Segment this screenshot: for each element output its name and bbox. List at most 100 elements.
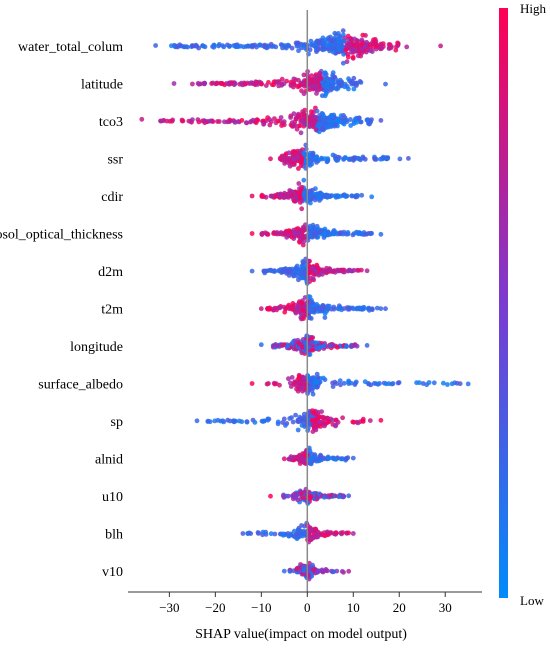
data-point [297,190,303,196]
data-point [317,191,323,196]
data-point [277,156,283,162]
data-point [175,44,181,50]
data-point [301,177,307,183]
data-point [342,269,347,275]
data-point [302,122,308,127]
data-point [364,39,369,45]
data-point [306,445,312,451]
data-point [268,531,274,537]
data-point [362,379,368,385]
data-point [295,427,301,433]
data-point [283,45,289,51]
data-point [322,311,328,316]
data-point [358,231,364,237]
data-point [354,343,360,349]
data-point [310,276,316,281]
data-point [465,381,471,387]
data-point [286,533,292,539]
data-point [295,527,301,533]
data-point [244,419,250,425]
data-point [216,119,222,124]
data-point [307,188,313,194]
data-point [367,418,373,423]
data-point [286,150,292,156]
data-point [295,40,301,46]
data-point [369,231,374,236]
data-point [249,80,254,85]
data-point [299,490,304,496]
data-point [314,49,319,55]
data-point [336,494,342,500]
colorbar-low-label: Low [520,593,544,608]
data-point [368,48,373,53]
data-point [300,224,306,230]
data-point [299,206,305,212]
data-point [309,408,315,413]
data-point [308,120,313,126]
data-point [340,415,345,421]
data-point [351,75,357,81]
data-point [283,266,288,272]
data-point [345,33,351,39]
data-point [349,46,354,52]
data-point [349,49,354,55]
data-point [316,87,321,93]
data-point [374,44,379,49]
x-tick-label: −10 [251,600,271,615]
feature-label-cdir: cdir [101,190,123,205]
data-point [296,271,302,277]
beeswarm-t2m [258,294,388,322]
data-point [331,268,337,273]
data-point [265,416,271,422]
data-point [301,316,306,321]
data-point [307,352,313,357]
data-point [302,42,307,47]
data-point [190,81,195,87]
data-point [302,304,308,310]
data-point [227,418,233,424]
data-point [366,305,372,311]
data-point [283,423,288,428]
x-tick-label: 0 [304,600,311,615]
data-point [377,381,382,386]
data-point [309,339,315,345]
data-point [311,454,316,460]
data-point [256,531,261,536]
data-point [296,277,301,283]
data-point [335,117,341,123]
data-point [249,193,255,199]
feature-label-alnid: alnid [95,453,123,468]
data-point [258,306,264,312]
data-point [287,380,293,386]
data-point [290,149,296,155]
data-point [153,43,159,48]
data-point [266,306,271,312]
data-point [259,194,265,200]
data-point [200,43,206,49]
data-point [301,260,306,265]
beeswarm-aerosol-optical-thickness [249,222,384,248]
data-point [309,109,314,114]
data-point [264,231,270,237]
data-point [336,31,341,36]
data-point [281,416,287,422]
data-point [263,83,269,88]
data-point [268,268,274,274]
data-point [364,231,370,237]
data-point [290,493,295,499]
data-point [161,118,166,123]
data-point [332,30,338,36]
data-point [297,452,302,458]
feature-label-u10: u10 [102,490,123,505]
data-point [337,231,342,237]
data-point [324,265,329,271]
data-point [322,70,328,76]
data-point [336,40,342,46]
data-point [364,268,370,274]
data-point [293,309,298,315]
data-point [362,43,367,49]
data-point [346,568,352,574]
data-point [171,81,177,86]
data-point [318,453,324,459]
data-point [289,234,295,240]
